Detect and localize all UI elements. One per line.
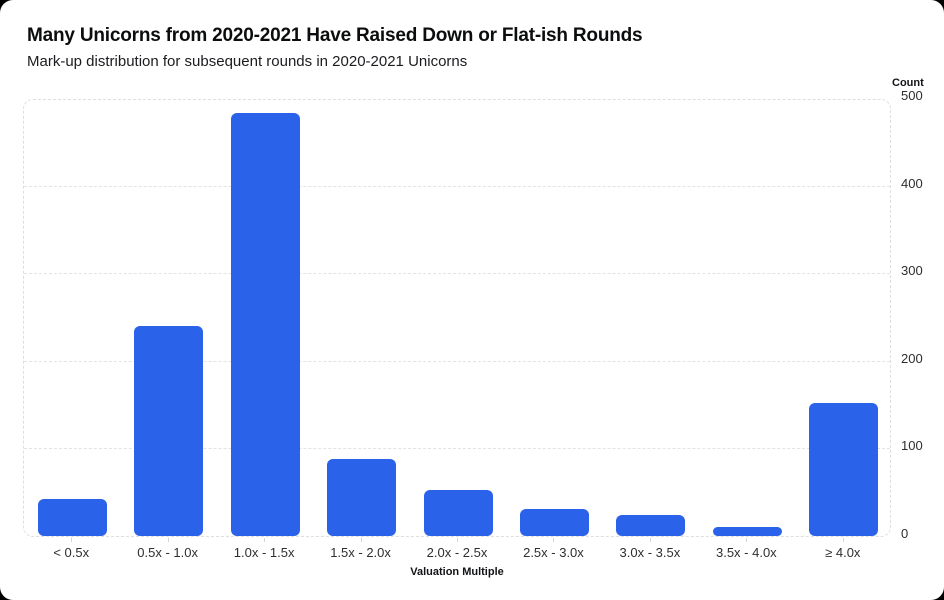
chart-subtitle: Mark-up distribution for subsequent roun… xyxy=(27,53,468,70)
x-tick-label: ≥ 4.0x xyxy=(825,545,861,560)
x-tick xyxy=(649,538,651,542)
x-tick xyxy=(167,538,169,542)
bar-3.5x-4.0x xyxy=(712,527,782,536)
y-tick-label: 100 xyxy=(901,438,923,454)
x-tick-label: 3.5x - 4.0x xyxy=(715,545,777,560)
gridline-400 xyxy=(24,186,890,188)
gridline-300 xyxy=(24,273,890,275)
y-tick-label: 400 xyxy=(901,175,923,191)
x-tick-label: 3.0x - 3.5x xyxy=(619,545,681,560)
x-tick-label: 1.5x - 2.0x xyxy=(330,545,391,560)
y-tick-label: 200 xyxy=(901,350,923,366)
bar-<0.5x xyxy=(37,499,107,536)
bar-1.5x-2.0x xyxy=(327,459,397,536)
bar-2.5x-3.0x xyxy=(519,508,589,536)
y-tick-label: 300 xyxy=(901,263,923,279)
bar-2.0x-2.5x xyxy=(423,489,493,536)
bar-3.0x-3.5x xyxy=(616,515,686,536)
y-tick-label: 0 xyxy=(901,526,909,541)
y-axis-title: Count xyxy=(892,77,924,89)
plot-area xyxy=(23,99,891,537)
y-tick-label: 500 xyxy=(901,88,923,103)
x-tick xyxy=(264,538,266,542)
x-axis-title: Valuation Multiple xyxy=(410,566,504,578)
bar-0.5x-1.0x xyxy=(134,325,204,536)
gridline-100 xyxy=(24,447,890,449)
x-tick xyxy=(457,538,458,542)
x-tick-label: < 0.5x xyxy=(53,545,90,560)
x-tick xyxy=(360,538,362,542)
bar-1.0x-1.5x xyxy=(230,113,300,536)
bar-≥4.0x xyxy=(809,403,879,536)
chart-title: Many Unicorns from 2020-2021 Have Raised… xyxy=(27,25,643,46)
x-tick-label: 0.5x - 1.0x xyxy=(137,545,199,560)
gridline-200 xyxy=(24,360,890,362)
x-tick-label: 2.5x - 3.0x xyxy=(523,545,584,560)
x-tick-label: 1.0x - 1.5x xyxy=(233,545,295,560)
x-tick xyxy=(842,538,844,542)
x-tick xyxy=(71,538,73,542)
x-tick-label: 2.0x - 2.5x xyxy=(426,545,488,560)
x-tick xyxy=(746,538,748,542)
x-tick xyxy=(553,538,555,542)
